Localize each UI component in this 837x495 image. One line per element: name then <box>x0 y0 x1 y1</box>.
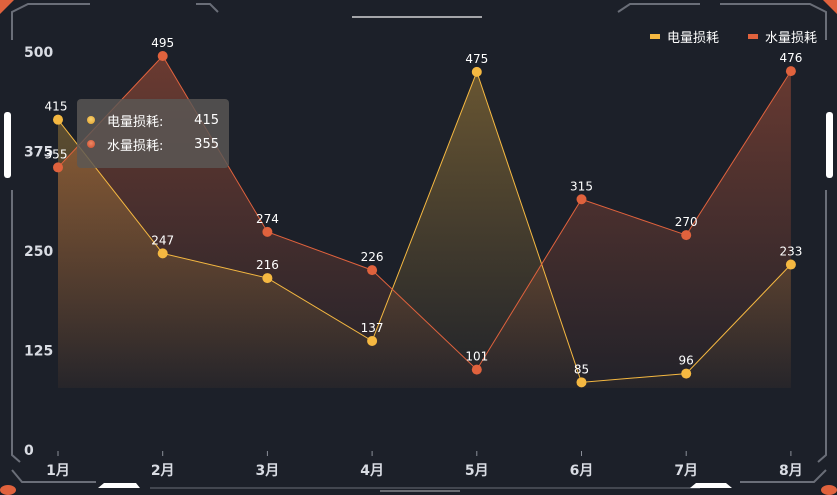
frame-left-edge <box>11 190 21 463</box>
corner-accent-top-right <box>823 0 837 14</box>
tooltip: 电量损耗: 415 水量损耗: 355 <box>77 99 229 168</box>
legend[interactable]: 电量损耗 水量损耗 <box>650 31 817 46</box>
x-tick-label-4: 5月 <box>465 463 489 479</box>
side-accent-left <box>4 112 11 178</box>
bottom-accent-right <box>690 483 732 488</box>
tooltip-dot-water <box>87 140 95 148</box>
data-point-1-5[interactable] <box>576 194 587 205</box>
data-label-1-4: 101 <box>465 350 488 364</box>
data-label-0-1: 247 <box>151 233 174 247</box>
data-label-0-5: 85 <box>574 362 589 376</box>
data-point-1-0[interactable] <box>53 162 63 173</box>
x-tick-label-0: 1月 <box>46 463 70 479</box>
legend-swatch-0[interactable] <box>650 34 660 39</box>
x-axis: 1月 2月 3月 4月 5月 6月 7月 8月 <box>46 451 803 479</box>
decorative-frame <box>11 3 827 489</box>
corner-accent-top-left <box>0 0 14 14</box>
tooltip-value-water: 355 <box>194 136 219 152</box>
y-axis: 0 125 250 375 500 <box>24 45 53 459</box>
data-point-0-7[interactable] <box>785 259 796 270</box>
tooltip-dot-electric <box>87 116 95 124</box>
y-tick-label-2: 250 <box>24 244 53 260</box>
y-tick-label-1: 125 <box>24 344 53 360</box>
data-point-0-4[interactable] <box>471 66 482 77</box>
series-points <box>53 50 796 388</box>
series-line-1 <box>57 55 792 371</box>
data-point-0-5[interactable] <box>576 377 587 388</box>
data-label-1-7: 476 <box>779 51 802 65</box>
x-tick-label-5: 6月 <box>570 463 594 479</box>
data-label-0-6: 96 <box>679 354 694 368</box>
data-point-1-6[interactable] <box>681 230 692 241</box>
y-tick-label-4: 500 <box>24 45 53 61</box>
data-point-0-3[interactable] <box>367 335 378 346</box>
series-areas <box>58 55 791 389</box>
x-tick-label-6: 7月 <box>674 463 698 479</box>
tooltip-value-electric: 415 <box>194 112 219 128</box>
corner-accent-bottom-left <box>0 485 16 495</box>
data-point-1-7[interactable] <box>785 66 796 77</box>
bottom-accent-left <box>98 483 140 488</box>
data-point-1-1[interactable] <box>157 50 168 61</box>
data-labels: 415 247 216 137 475 85 96 233 355 495 274 226 101 315… <box>45 36 803 376</box>
data-label-1-6: 270 <box>675 215 698 229</box>
legend-label-1[interactable]: 水量损耗 <box>765 31 817 46</box>
data-point-0-2[interactable] <box>262 273 273 284</box>
corner-accent-bottom-right <box>821 485 837 495</box>
series-lines <box>57 55 792 383</box>
data-point-0-0[interactable] <box>53 114 63 125</box>
legend-swatch-1[interactable] <box>748 34 758 39</box>
data-label-1-0: 355 <box>45 147 68 161</box>
tooltip-label-electric: 电量损耗: <box>107 114 164 130</box>
data-point-1-2[interactable] <box>262 226 273 237</box>
frame-top-right-edge <box>720 3 827 40</box>
data-label-1-5: 315 <box>570 179 593 193</box>
frame-bottom-right-corner <box>740 469 827 483</box>
side-accent-right <box>826 112 833 178</box>
data-label-0-3: 137 <box>361 321 384 335</box>
x-tick-label-3: 4月 <box>360 463 384 479</box>
data-label-0-4: 475 <box>465 52 488 66</box>
y-tick-label-3: 375 <box>24 145 53 161</box>
x-tick-label-1: 2月 <box>151 463 175 479</box>
frame-top-left-bracket <box>196 3 219 13</box>
frame-right-edge <box>817 190 827 463</box>
data-label-0-0: 415 <box>45 100 68 114</box>
x-tick-label-2: 3月 <box>256 463 280 479</box>
data-point-0-1[interactable] <box>157 248 168 259</box>
tooltip-label-water: 水量损耗: <box>107 138 164 154</box>
frame-top-left-corner <box>11 3 90 40</box>
frame-bottom-left-corner <box>11 469 96 483</box>
legend-label-0[interactable]: 电量损耗 <box>667 31 719 46</box>
data-point-0-6[interactable] <box>681 368 692 379</box>
y-tick-label-0: 0 <box>24 443 34 459</box>
data-label-1-1: 495 <box>151 36 174 50</box>
x-tick-label-7: 8月 <box>779 463 803 479</box>
tooltip-row-electric: 电量损耗: 415 <box>87 108 219 132</box>
series-line-0 <box>57 70 792 383</box>
data-label-1-3: 226 <box>361 250 384 264</box>
data-point-1-3[interactable] <box>367 265 378 276</box>
series-area-0 <box>58 71 791 389</box>
data-label-0-7: 233 <box>779 245 802 259</box>
data-point-1-4[interactable] <box>471 364 482 375</box>
data-label-0-2: 216 <box>256 258 279 272</box>
tooltip-row-water: 水量损耗: 355 <box>87 132 219 156</box>
frame-top-right-corner <box>617 3 700 13</box>
data-label-1-2: 274 <box>256 212 279 226</box>
